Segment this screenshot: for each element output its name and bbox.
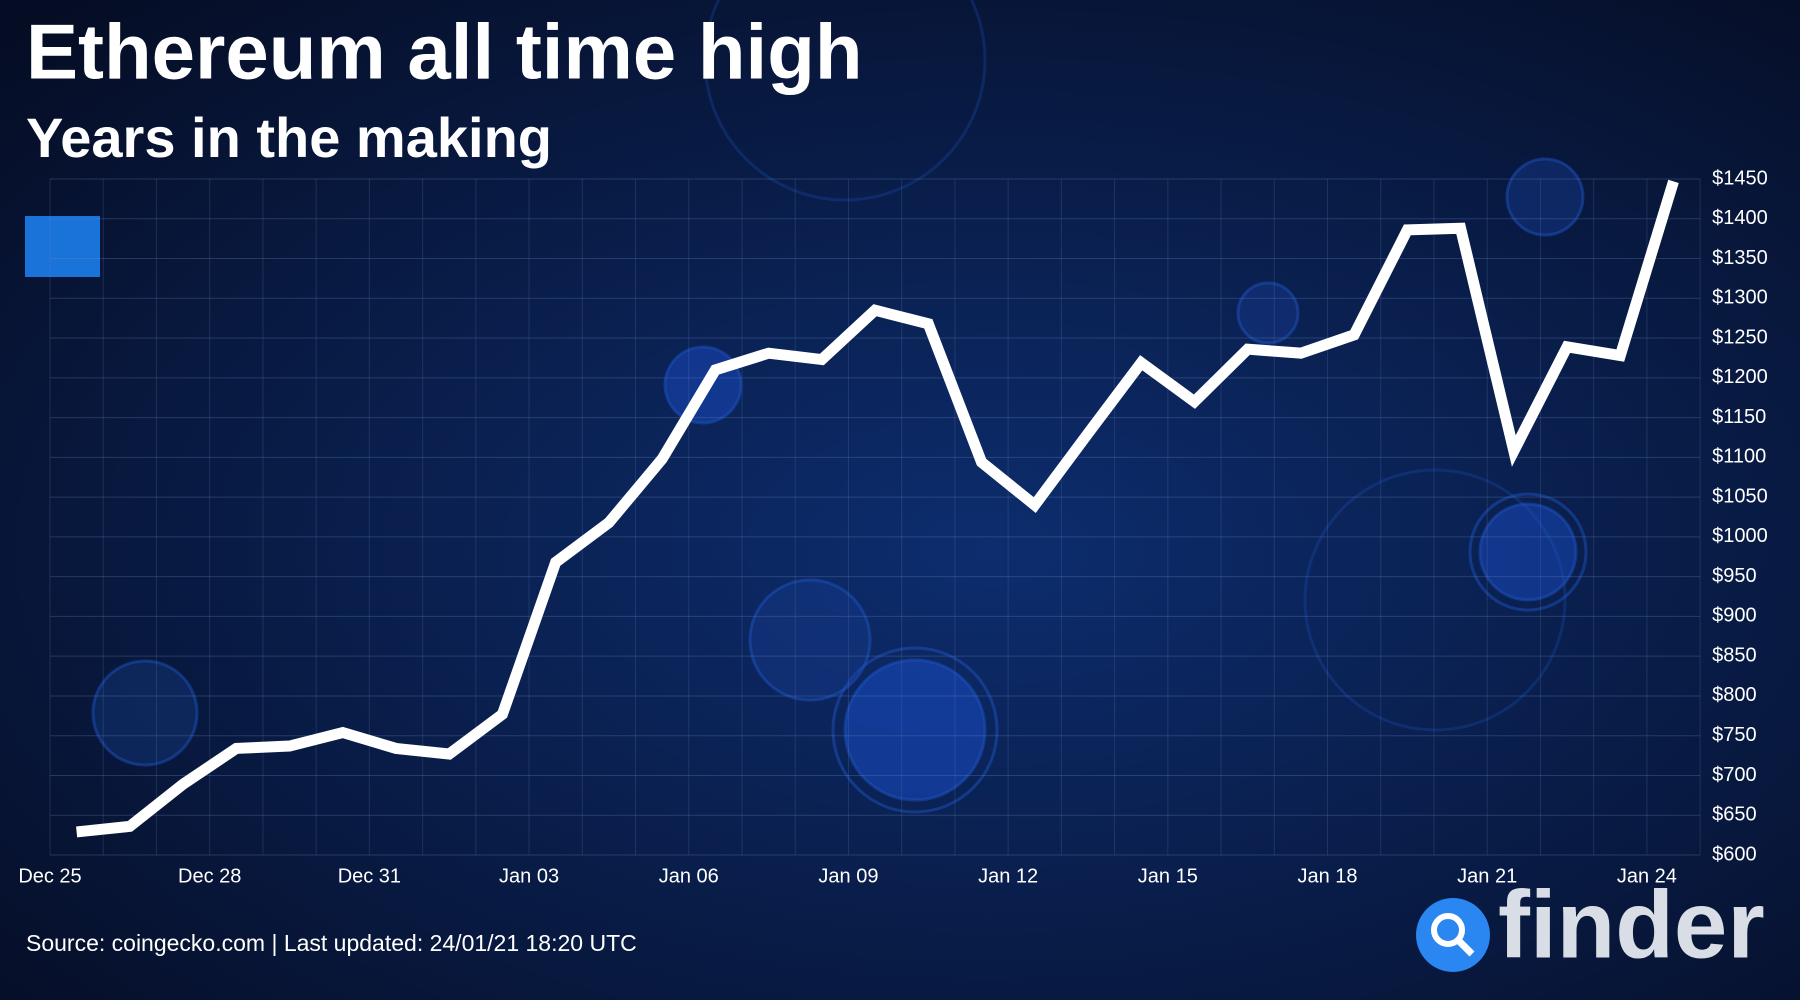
- y-tick-label: $1200: [1712, 366, 1768, 388]
- y-tick-label: $1400: [1712, 207, 1768, 229]
- y-tick-label: $800: [1712, 684, 1757, 706]
- logo: finder: [1416, 871, 1765, 978]
- y-tick-label: $1300: [1712, 287, 1768, 309]
- x-tick-label: Dec 28: [178, 865, 241, 887]
- logo-text: finder: [1498, 871, 1765, 978]
- data-line: [76, 179, 1679, 838]
- chart-subtitle: Years in the making: [26, 106, 552, 169]
- logo-handle: [1455, 937, 1475, 957]
- y-tick-label: $750: [1712, 724, 1757, 746]
- y-tick-label: $650: [1712, 804, 1757, 826]
- x-tick-label: Jan 09: [818, 865, 878, 887]
- x-tick-label: Jan 03: [499, 865, 559, 887]
- x-tick-label: Dec 31: [338, 865, 401, 887]
- y-tick-label: $900: [1712, 605, 1757, 627]
- x-tick-label: Jan 12: [978, 865, 1038, 887]
- x-tick-label: Dec 25: [18, 865, 81, 887]
- y-tick-label: $600: [1712, 843, 1757, 865]
- x-tick-label: Jan 15: [1138, 865, 1198, 887]
- logo-icon: [1416, 898, 1490, 972]
- y-tick-label: $1050: [1712, 485, 1768, 507]
- y-tick-label: $1150: [1712, 406, 1766, 428]
- y-tick-label: $1100: [1712, 446, 1766, 468]
- legend-swatch: [25, 216, 100, 277]
- y-tick-label: $1450: [1712, 167, 1768, 189]
- y-tick-label: $1250: [1712, 326, 1768, 348]
- x-tick-label: Jan 24: [1617, 865, 1677, 887]
- y-tick-label: $950: [1712, 565, 1757, 587]
- y-tick-label: $1350: [1712, 247, 1768, 269]
- x-tick-label: Jan 06: [659, 865, 719, 887]
- logo-lens: [1431, 913, 1465, 947]
- y-tick-label: $850: [1712, 644, 1757, 666]
- y-tick-label: $1000: [1712, 525, 1768, 547]
- source-note: Source: coingecko.com | Last updated: 24…: [26, 930, 637, 956]
- y-tick-label: $700: [1712, 764, 1757, 786]
- x-tick-label: Jan 18: [1297, 865, 1357, 887]
- x-tick-label: Jan 21: [1457, 865, 1517, 887]
- decoration: [91, 0, 1588, 814]
- chart-title: Ethereum all time high: [26, 8, 862, 96]
